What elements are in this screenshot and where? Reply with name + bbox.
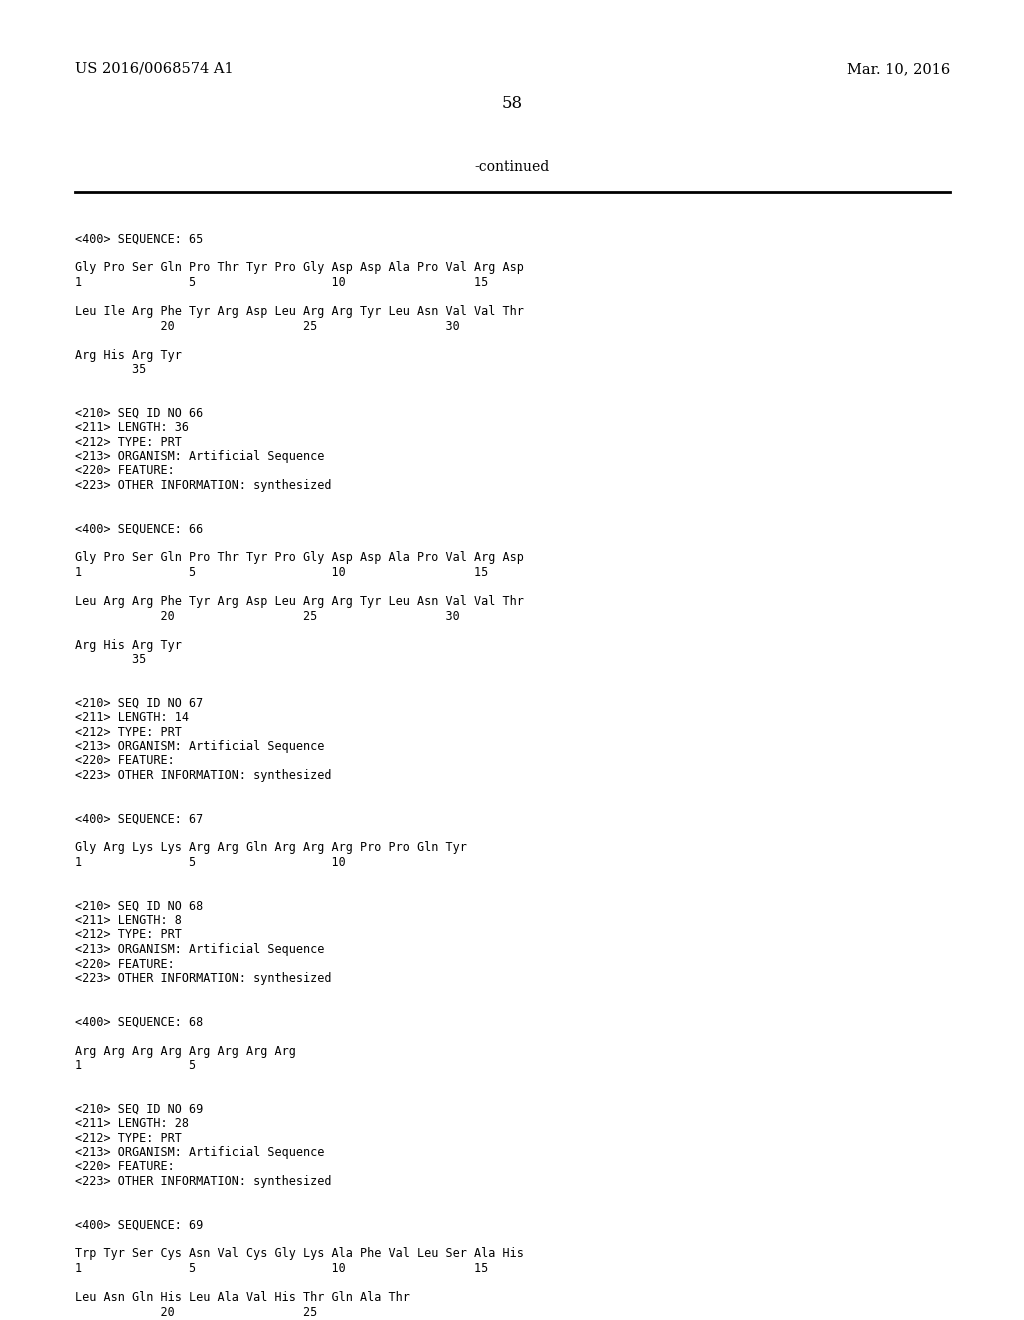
Text: Leu Asn Gln His Leu Ala Val His Thr Gln Ala Thr: Leu Asn Gln His Leu Ala Val His Thr Gln … [75, 1291, 410, 1304]
Text: <210> SEQ ID NO 68: <210> SEQ ID NO 68 [75, 899, 203, 912]
Text: 1               5                   10                  15: 1 5 10 15 [75, 1262, 488, 1275]
Text: <211> LENGTH: 8: <211> LENGTH: 8 [75, 913, 182, 927]
Text: <400> SEQUENCE: 68: <400> SEQUENCE: 68 [75, 1015, 203, 1028]
Text: <210> SEQ ID NO 67: <210> SEQ ID NO 67 [75, 697, 203, 710]
Text: <212> TYPE: PRT: <212> TYPE: PRT [75, 928, 182, 941]
Text: <211> LENGTH: 28: <211> LENGTH: 28 [75, 1117, 189, 1130]
Text: <212> TYPE: PRT: <212> TYPE: PRT [75, 1131, 182, 1144]
Text: Gly Pro Ser Gln Pro Thr Tyr Pro Gly Asp Asp Ala Pro Val Arg Asp: Gly Pro Ser Gln Pro Thr Tyr Pro Gly Asp … [75, 261, 524, 275]
Text: <220> FEATURE:: <220> FEATURE: [75, 755, 175, 767]
Text: Arg His Arg Tyr: Arg His Arg Tyr [75, 348, 182, 362]
Text: <223> OTHER INFORMATION: synthesized: <223> OTHER INFORMATION: synthesized [75, 770, 332, 781]
Text: <400> SEQUENCE: 67: <400> SEQUENCE: 67 [75, 813, 203, 825]
Text: Gly Arg Lys Lys Arg Arg Gln Arg Arg Arg Pro Pro Gln Tyr: Gly Arg Lys Lys Arg Arg Gln Arg Arg Arg … [75, 842, 467, 854]
Text: Leu Arg Arg Phe Tyr Arg Asp Leu Arg Arg Tyr Leu Asn Val Val Thr: Leu Arg Arg Phe Tyr Arg Asp Leu Arg Arg … [75, 595, 524, 609]
Text: 20                  25: 20 25 [75, 1305, 317, 1319]
Text: 35: 35 [75, 363, 146, 376]
Text: <220> FEATURE:: <220> FEATURE: [75, 957, 175, 970]
Text: 20                  25                  30: 20 25 30 [75, 610, 460, 623]
Text: 1               5: 1 5 [75, 1059, 197, 1072]
Text: <210> SEQ ID NO 66: <210> SEQ ID NO 66 [75, 407, 203, 420]
Text: <400> SEQUENCE: 69: <400> SEQUENCE: 69 [75, 1218, 203, 1232]
Text: <212> TYPE: PRT: <212> TYPE: PRT [75, 436, 182, 449]
Text: <213> ORGANISM: Artificial Sequence: <213> ORGANISM: Artificial Sequence [75, 741, 325, 752]
Text: <220> FEATURE:: <220> FEATURE: [75, 1160, 175, 1173]
Text: <400> SEQUENCE: 65: <400> SEQUENCE: 65 [75, 232, 203, 246]
Text: <211> LENGTH: 36: <211> LENGTH: 36 [75, 421, 189, 434]
Text: <211> LENGTH: 14: <211> LENGTH: 14 [75, 711, 189, 723]
Text: <212> TYPE: PRT: <212> TYPE: PRT [75, 726, 182, 738]
Text: Arg Arg Arg Arg Arg Arg Arg Arg: Arg Arg Arg Arg Arg Arg Arg Arg [75, 1044, 296, 1057]
Text: 1               5                   10                  15: 1 5 10 15 [75, 566, 488, 579]
Text: <210> SEQ ID NO 69: <210> SEQ ID NO 69 [75, 1102, 203, 1115]
Text: <220> FEATURE:: <220> FEATURE: [75, 465, 175, 478]
Text: 20                  25                  30: 20 25 30 [75, 319, 460, 333]
Text: 1               5                   10                  15: 1 5 10 15 [75, 276, 488, 289]
Text: US 2016/0068574 A1: US 2016/0068574 A1 [75, 62, 233, 77]
Text: <223> OTHER INFORMATION: synthesized: <223> OTHER INFORMATION: synthesized [75, 479, 332, 492]
Text: <213> ORGANISM: Artificial Sequence: <213> ORGANISM: Artificial Sequence [75, 942, 325, 956]
Text: 35: 35 [75, 653, 146, 667]
Text: Arg His Arg Tyr: Arg His Arg Tyr [75, 639, 182, 652]
Text: 1               5                   10: 1 5 10 [75, 855, 346, 869]
Text: <213> ORGANISM: Artificial Sequence: <213> ORGANISM: Artificial Sequence [75, 1146, 325, 1159]
Text: Gly Pro Ser Gln Pro Thr Tyr Pro Gly Asp Asp Ala Pro Val Arg Asp: Gly Pro Ser Gln Pro Thr Tyr Pro Gly Asp … [75, 552, 524, 565]
Text: <213> ORGANISM: Artificial Sequence: <213> ORGANISM: Artificial Sequence [75, 450, 325, 463]
Text: -continued: -continued [474, 160, 550, 174]
Text: <400> SEQUENCE: 66: <400> SEQUENCE: 66 [75, 523, 203, 536]
Text: Trp Tyr Ser Cys Asn Val Cys Gly Lys Ala Phe Val Leu Ser Ala His: Trp Tyr Ser Cys Asn Val Cys Gly Lys Ala … [75, 1247, 524, 1261]
Text: 58: 58 [502, 95, 522, 112]
Text: Mar. 10, 2016: Mar. 10, 2016 [847, 62, 950, 77]
Text: Leu Ile Arg Phe Tyr Arg Asp Leu Arg Arg Tyr Leu Asn Val Val Thr: Leu Ile Arg Phe Tyr Arg Asp Leu Arg Arg … [75, 305, 524, 318]
Text: <223> OTHER INFORMATION: synthesized: <223> OTHER INFORMATION: synthesized [75, 972, 332, 985]
Text: <223> OTHER INFORMATION: synthesized: <223> OTHER INFORMATION: synthesized [75, 1175, 332, 1188]
